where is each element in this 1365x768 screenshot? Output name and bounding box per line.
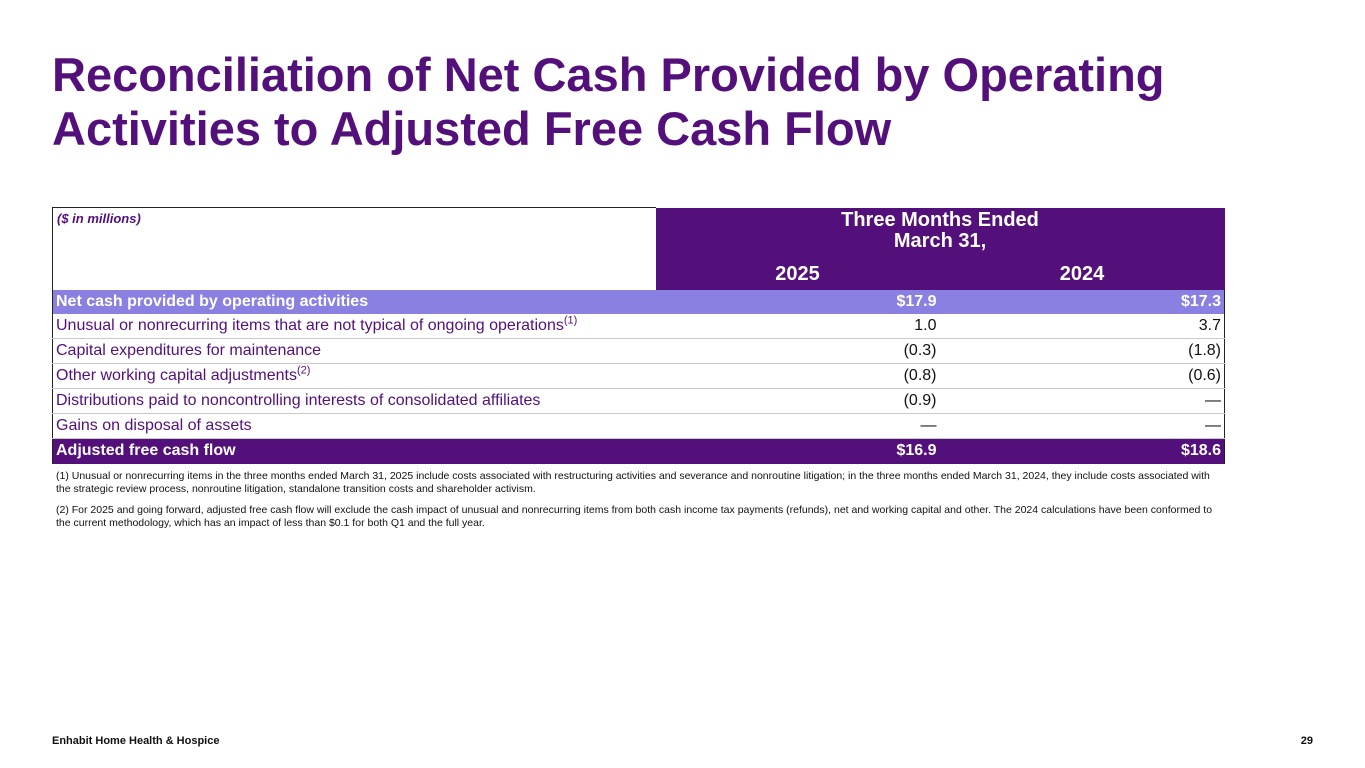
year-header-2025: 2025: [655, 258, 940, 290]
footnote-marker: (1): [563, 314, 578, 327]
page-title-line-2: Activities to Adjusted Free Cash Flow: [52, 102, 892, 155]
row-label: Gains on disposal of assets: [52, 413, 656, 439]
row-label: Adjusted free cash flow: [52, 438, 656, 464]
period-header-line-2: March 31,: [893, 229, 987, 252]
footnote-marker: (2): [297, 364, 311, 377]
page-title: Reconciliation of Net Cash Provided by O…: [52, 48, 1312, 156]
row-label: Unusual or nonrecurring items that are n…: [52, 313, 656, 339]
page-number: 29: [1300, 735, 1313, 747]
year-header-row: 2025 2024: [52, 258, 1225, 290]
row-label: Other working capital adjustments(2): [52, 363, 656, 389]
row-value-2024: $17.3: [939, 289, 1226, 314]
table-row-total: Adjusted free cash flow $16.9 $18.6: [52, 438, 1226, 464]
row-label: Capital expenditures for maintenance: [52, 338, 656, 364]
row-value-2024: —: [939, 413, 1226, 439]
row-value-2025: (0.3): [655, 338, 940, 364]
row-value-2024: $18.6: [939, 438, 1226, 464]
year-header-spacer: [52, 258, 656, 290]
row-value-2025: $17.9: [655, 289, 940, 314]
year-header-2024: 2024: [939, 258, 1225, 290]
row-value-2024: (0.6): [939, 363, 1226, 389]
row-value-2025: (0.8): [655, 363, 940, 389]
footnote-1: (1) Unusual or nonrecurring items in the…: [56, 470, 1210, 495]
footer-company-name: Enhabit Home Health & Hospice: [52, 735, 220, 747]
footnote-2: (2) For 2025 and going forward, adjusted…: [56, 504, 1213, 529]
table-row: Distributions paid to noncontrolling int…: [52, 388, 1226, 414]
reconciliation-table: ($ in millions) Three Months Ended March…: [52, 207, 1226, 464]
row-label-text: Net cash provided by operating activitie…: [56, 292, 369, 310]
table-row: Gains on disposal of assets — —: [52, 413, 1226, 439]
footnotes: (1) Unusual or nonrecurring items in the…: [56, 470, 1221, 538]
table-row: Unusual or nonrecurring items that are n…: [52, 313, 1226, 339]
row-value-2024: (1.8): [939, 338, 1226, 364]
row-label-text: Capital expenditures for maintenance: [56, 341, 322, 359]
row-value-2024: —: [939, 388, 1226, 414]
row-label-text: Gains on disposal of assets: [56, 416, 252, 434]
table-row: Capital expenditures for maintenance (0.…: [52, 338, 1226, 364]
row-value-2025: $16.9: [655, 438, 940, 464]
row-value-2024: 3.7: [939, 313, 1226, 339]
table-row: Net cash provided by operating activitie…: [52, 289, 1226, 314]
row-value-2025: 1.0: [655, 313, 940, 339]
row-value-2025: (0.9): [655, 388, 940, 414]
row-label-text: Unusual or nonrecurring items that are n…: [56, 316, 564, 334]
unit-label: ($ in millions): [52, 207, 656, 259]
period-header-line-1: Three Months Ended: [841, 208, 1039, 231]
row-label-text: Adjusted free cash flow: [56, 442, 236, 459]
row-label: Distributions paid to noncontrolling int…: [52, 388, 656, 414]
row-value-2025: —: [655, 413, 940, 439]
row-label-text: Distributions paid to noncontrolling int…: [56, 391, 541, 409]
table-row: Other working capital adjustments(2) (0.…: [52, 363, 1226, 389]
row-label: Net cash provided by operating activitie…: [52, 289, 656, 314]
table-header-row: ($ in millions) Three Months Ended March…: [52, 207, 1225, 259]
period-header: Three Months Ended March 31,: [655, 207, 1225, 259]
page-title-line-1: Reconciliation of Net Cash Provided by O…: [52, 48, 1165, 101]
row-label-text: Other working capital adjustments: [56, 366, 297, 384]
